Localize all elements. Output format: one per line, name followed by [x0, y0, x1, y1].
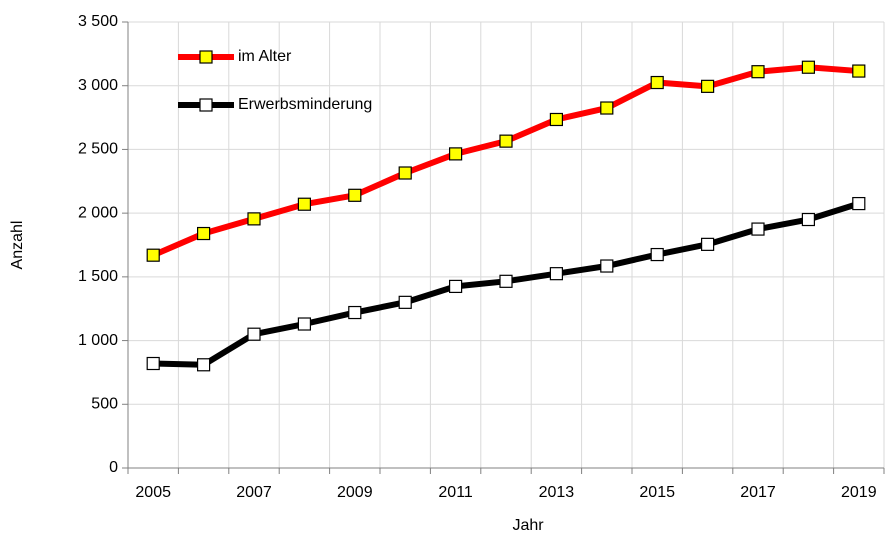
- marker: [499, 274, 513, 288]
- marker: [348, 188, 362, 202]
- x-axis-label: Jahr: [512, 517, 544, 534]
- marker: [398, 295, 412, 309]
- y-axis-label: Anzahl: [9, 221, 26, 270]
- marker: [852, 64, 866, 78]
- marker: [650, 247, 664, 262]
- marker: [197, 226, 211, 241]
- y-tick-label: 1 500: [78, 268, 118, 285]
- x-tick-label: 2005: [135, 484, 171, 501]
- marker: [398, 166, 412, 180]
- y-tick-label: 0: [109, 459, 118, 476]
- marker: [449, 147, 463, 161]
- marker: [700, 79, 715, 93]
- x-tick-label: 2009: [337, 484, 373, 501]
- marker: [751, 222, 765, 236]
- legend-marker: [199, 98, 213, 112]
- y-tick-label: 3 000: [78, 77, 118, 94]
- marker: [700, 237, 715, 251]
- marker: [600, 101, 614, 115]
- marker: [197, 358, 211, 372]
- marker: [650, 75, 664, 90]
- x-tick-label: 2007: [236, 484, 272, 501]
- y-tick-label: 3 500: [78, 13, 118, 30]
- marker: [600, 259, 614, 273]
- legend-label: Erwerbsminderung: [238, 96, 372, 113]
- x-tick-label: 2011: [438, 484, 473, 501]
- legend-label: im Alter: [238, 48, 292, 65]
- marker: [499, 134, 513, 148]
- marker: [146, 248, 160, 262]
- x-tick-label: 2013: [539, 484, 575, 501]
- y-tick-label: 1 000: [78, 332, 118, 349]
- marker: [297, 317, 311, 331]
- marker: [297, 197, 311, 211]
- marker: [247, 327, 261, 341]
- marker: [801, 60, 816, 74]
- x-tick-label: 2015: [639, 484, 675, 501]
- marker: [549, 112, 564, 127]
- marker: [549, 267, 564, 281]
- marker: [449, 279, 463, 294]
- marker: [801, 212, 816, 227]
- marker: [751, 65, 765, 79]
- y-tick-label: 2 500: [78, 141, 118, 158]
- marker: [247, 212, 261, 226]
- marker: [852, 196, 866, 211]
- marker: [146, 356, 160, 371]
- marker: [348, 305, 362, 320]
- x-tick-label: 2017: [740, 484, 776, 501]
- x-tick-label: 2019: [841, 484, 877, 501]
- y-tick-label: 2 000: [78, 204, 118, 221]
- y-tick-label: 500: [91, 396, 118, 413]
- legend-marker: [199, 50, 213, 64]
